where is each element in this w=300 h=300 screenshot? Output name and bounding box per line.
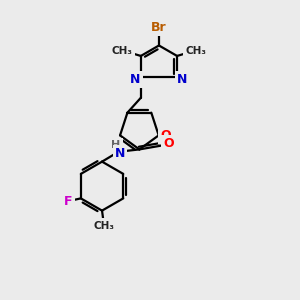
Text: CH₃: CH₃ xyxy=(185,46,206,56)
Text: O: O xyxy=(163,137,174,150)
Text: O: O xyxy=(160,129,171,142)
Text: CH₃: CH₃ xyxy=(93,220,114,230)
Text: N: N xyxy=(177,73,188,86)
Text: N: N xyxy=(130,73,141,86)
Text: N: N xyxy=(115,147,125,160)
Text: CH₃: CH₃ xyxy=(112,46,133,56)
Text: H: H xyxy=(111,140,121,150)
Text: Br: Br xyxy=(151,21,167,34)
Text: F: F xyxy=(64,195,73,208)
